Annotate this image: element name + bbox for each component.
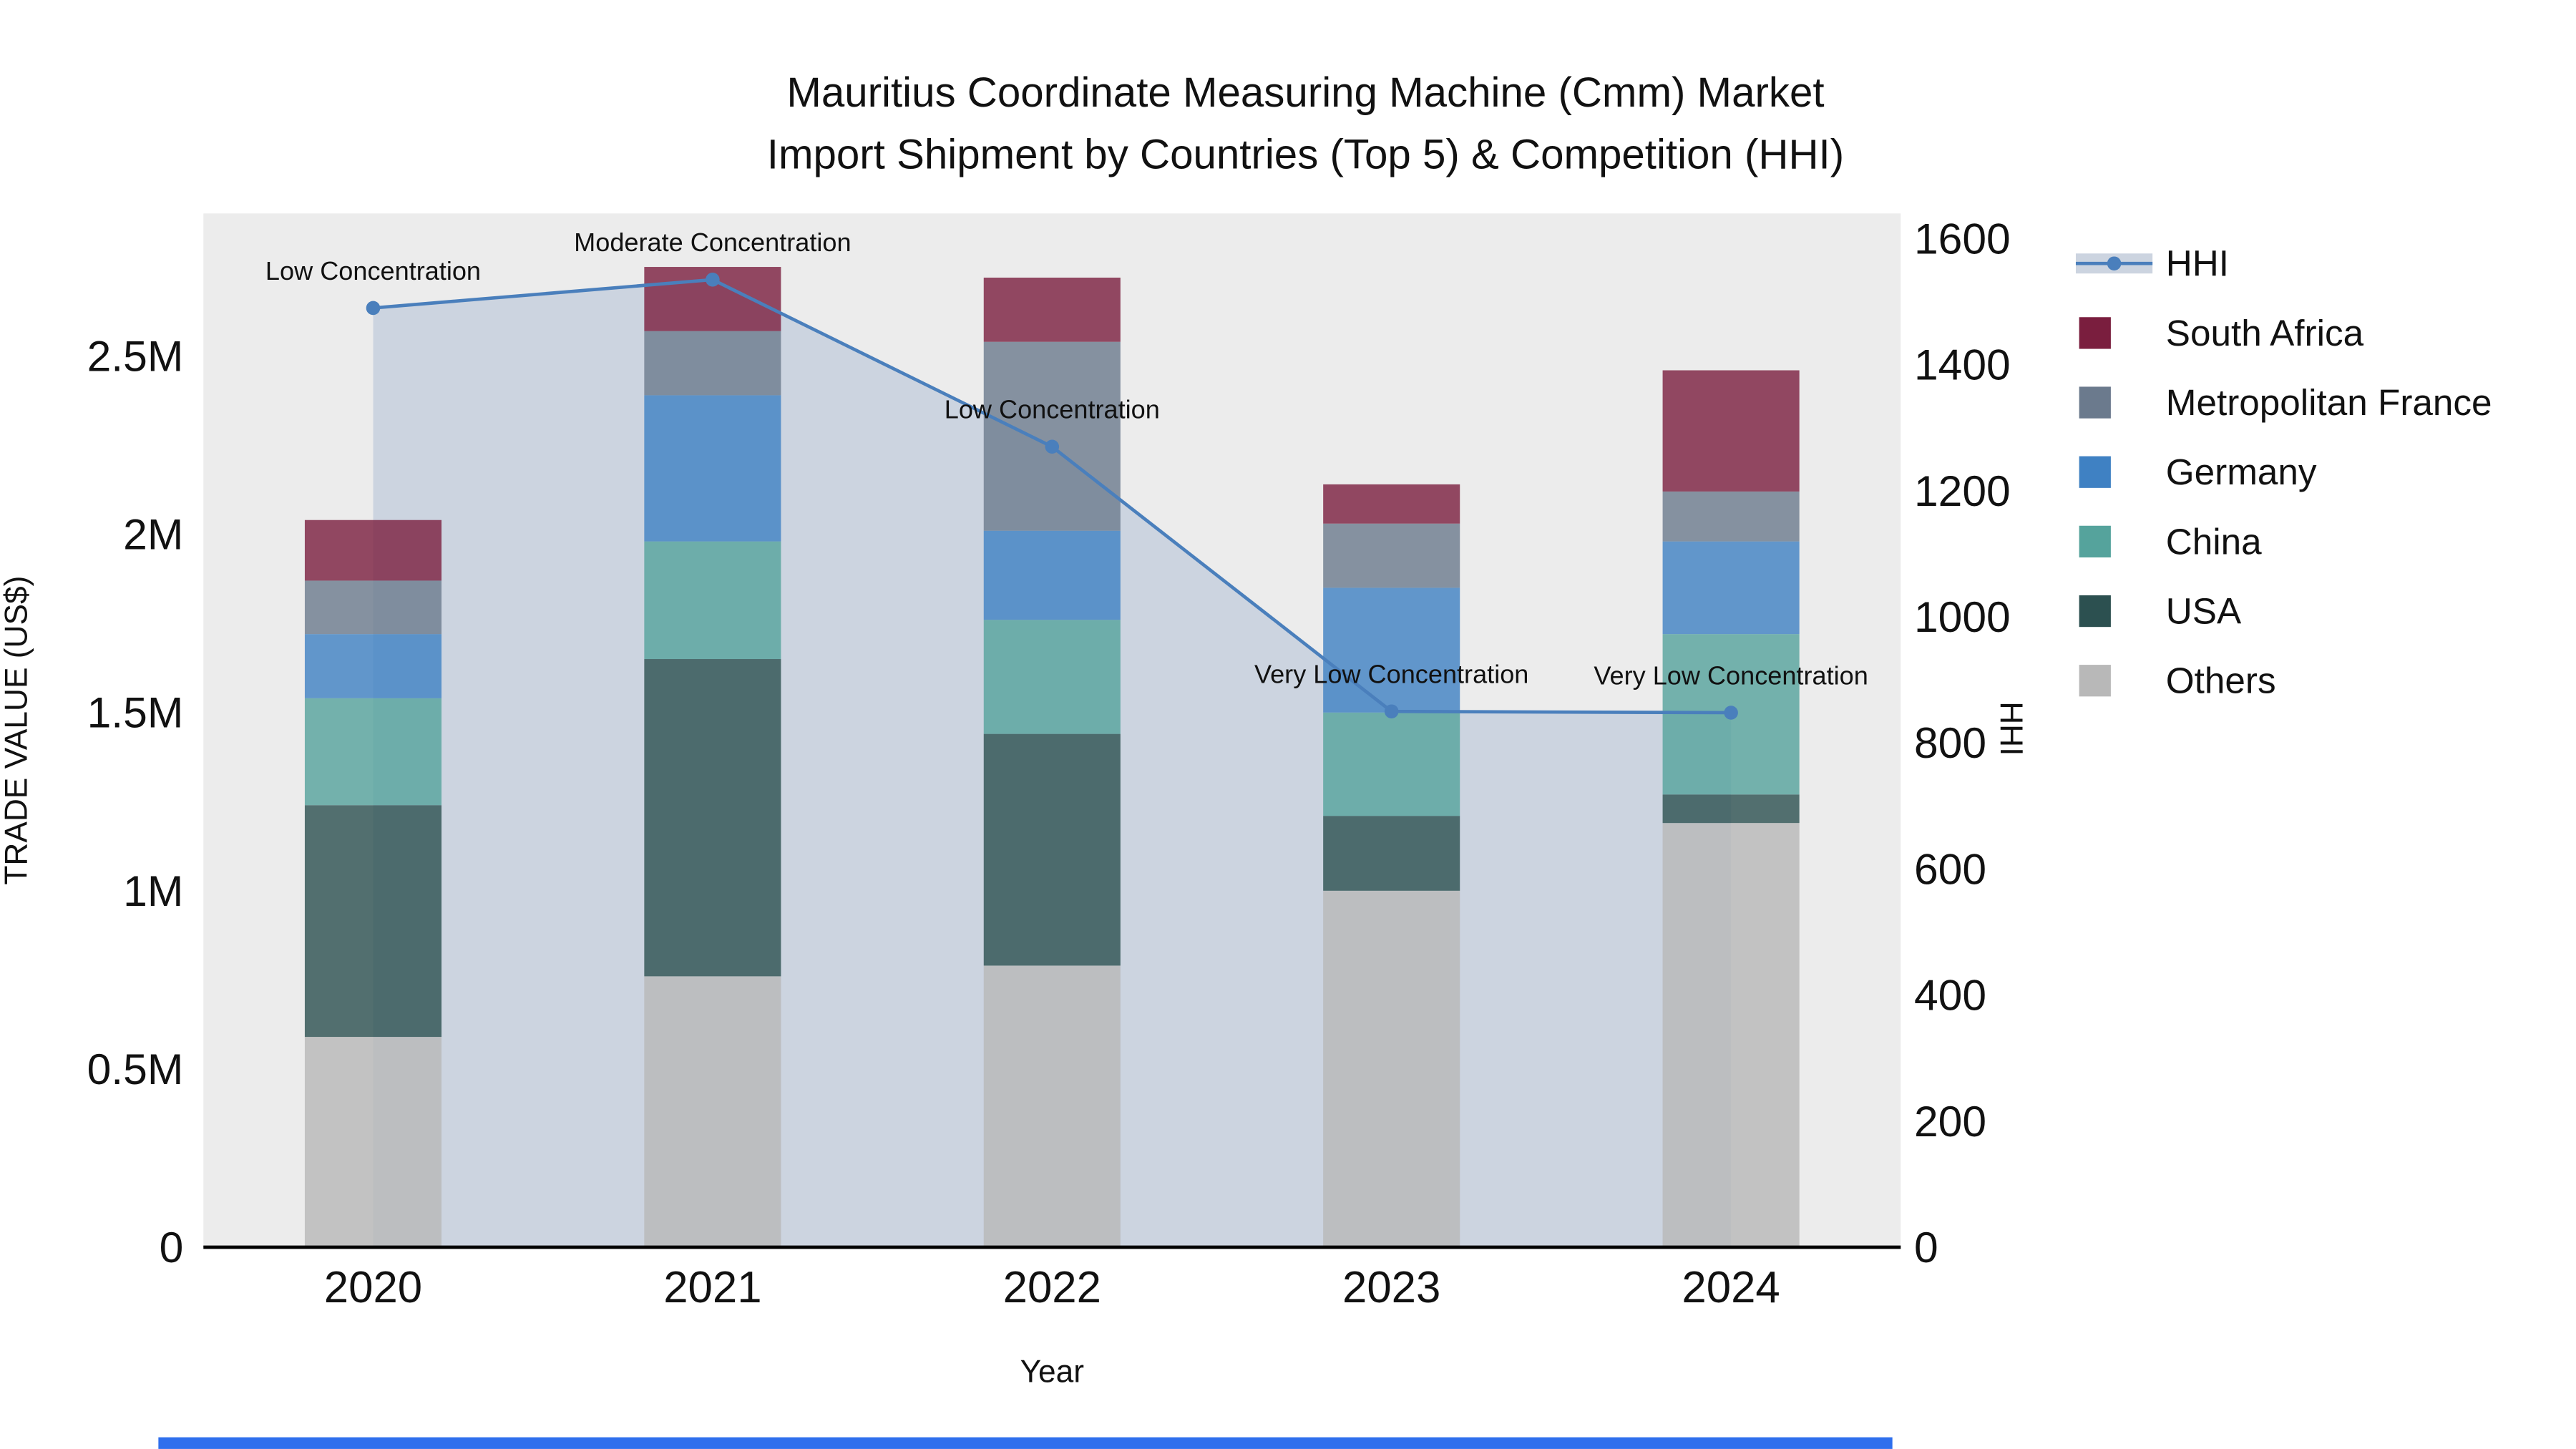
legend-label: HHI — [2166, 243, 2229, 284]
y-left-tick-label: 0 — [160, 1223, 184, 1272]
bar-segment-metropolitan-france-2020 — [304, 580, 442, 635]
bar-segment-metropolitan-france-2021 — [644, 331, 781, 396]
y-right-tick-label: 600 — [1914, 844, 1986, 893]
legend-swatch — [2079, 386, 2111, 419]
hhi-annotation: Moderate Concentration — [574, 228, 851, 257]
x-axis-title: Year — [1020, 1355, 1084, 1390]
legend-label: USA — [2166, 591, 2242, 632]
hhi-marker — [1724, 706, 1738, 720]
x-tick-label: 2020 — [324, 1263, 422, 1312]
legend-label: Others — [2166, 660, 2276, 701]
hhi-annotation: Low Concentration — [265, 256, 481, 286]
legend-label: China — [2166, 521, 2262, 562]
bar-segment-metropolitan-france-2024 — [1662, 491, 1800, 542]
y-right-tick-label: 0 — [1914, 1223, 1938, 1272]
chart-title-line1: Mauritius Coordinate Measuring Machine (… — [786, 69, 1824, 116]
bar-segment-others-2022 — [983, 965, 1121, 1247]
y-right-tick-label: 800 — [1914, 718, 1986, 767]
y-left-tick-label: 2M — [123, 510, 183, 559]
bar-segment-germany-2020 — [304, 634, 442, 698]
bar-segment-south-africa-2024 — [1662, 370, 1800, 492]
y-left-axis-title: TRADE VALUE (US$) — [0, 576, 34, 885]
legend-item-china[interactable]: China — [2079, 521, 2263, 562]
bar-segment-others-2020 — [304, 1037, 442, 1247]
bar-segment-germany-2021 — [644, 395, 781, 542]
bar-segment-south-africa-2022 — [983, 277, 1121, 342]
x-tick-label: 2022 — [1003, 1263, 1101, 1312]
hhi-annotation: Very Low Concentration — [1594, 660, 1868, 690]
bar-segment-germany-2024 — [1662, 541, 1800, 635]
hhi-marker — [1045, 439, 1060, 454]
bar-segment-south-africa-2020 — [304, 519, 442, 581]
legend-label: Metropolitan France — [2166, 382, 2492, 423]
legend-item-usa[interactable]: USA — [2079, 591, 2242, 632]
legend-item-hhi[interactable]: HHI — [2075, 243, 2229, 284]
bar-segment-south-africa-2023 — [1323, 484, 1460, 524]
legend-item-germany[interactable]: Germany — [2079, 452, 2317, 492]
bar-segment-china-2023 — [1323, 712, 1460, 816]
bar-segment-usa-2024 — [1662, 794, 1800, 824]
bar-segment-usa-2023 — [1323, 816, 1460, 891]
x-tick-label: 2021 — [663, 1263, 761, 1312]
y-left-tick-label: 1.5M — [87, 688, 184, 737]
y-right-tick-label: 1400 — [1914, 341, 2011, 389]
hhi-annotation: Very Low Concentration — [1254, 660, 1528, 689]
bar-segment-usa-2022 — [983, 733, 1121, 966]
x-tick-label: 2023 — [1342, 1263, 1440, 1312]
legend-swatch — [2079, 595, 2111, 628]
y-right-tick-label: 200 — [1914, 1097, 1986, 1146]
hhi-legend-marker — [2107, 256, 2122, 271]
legend-swatch — [2079, 665, 2111, 697]
legend-label: South Africa — [2166, 313, 2364, 353]
bar-segment-china-2020 — [304, 698, 442, 806]
hhi-marker — [1384, 704, 1399, 719]
bottom-blue-bar — [158, 1437, 1893, 1449]
bar-segment-usa-2021 — [644, 659, 781, 977]
legend-item-others[interactable]: Others — [2079, 660, 2276, 701]
legend-swatch — [2079, 525, 2111, 558]
bar-segment-metropolitan-france-2023 — [1323, 523, 1460, 588]
y-right-tick-label: 1000 — [1914, 592, 2011, 641]
bar-segment-germany-2023 — [1323, 587, 1460, 713]
bar-segment-metropolitan-france-2022 — [983, 341, 1121, 531]
legend-swatch — [2079, 317, 2111, 349]
legend-label: Germany — [2166, 452, 2317, 492]
y-right-tick-label: 1200 — [1914, 467, 2011, 515]
legend-item-metropolitan-france[interactable]: Metropolitan France — [2079, 382, 2492, 423]
legend: HHI South Africa Metropolitan France German… — [2075, 243, 2492, 701]
legend-item-south-africa[interactable]: South Africa — [2079, 313, 2364, 353]
y-left-tick-label: 0.5M — [87, 1045, 184, 1093]
bar-segment-china-2021 — [644, 541, 781, 660]
bar-segment-others-2023 — [1323, 890, 1460, 1247]
bar-segment-others-2021 — [644, 976, 781, 1247]
y-right-tick-label: 1600 — [1914, 215, 2011, 263]
bar-segment-usa-2020 — [304, 805, 442, 1038]
y-left-tick-label: 1M — [123, 867, 183, 915]
hhi-annotation: Low Concentration — [945, 395, 1160, 424]
bar-segment-others-2024 — [1662, 823, 1800, 1247]
y-right-axis-title: HHI — [1994, 701, 2029, 756]
hhi-marker — [366, 301, 381, 316]
y-right-tick-label: 400 — [1914, 971, 1986, 1020]
bar-segment-germany-2022 — [983, 530, 1121, 620]
y-left-tick-label: 2.5M — [87, 332, 184, 381]
hhi-marker — [706, 273, 720, 287]
x-tick-label: 2024 — [1682, 1263, 1780, 1312]
legend-swatch — [2079, 456, 2111, 488]
plot-area: 0 0.5M 1M 1.5M 2M 2.5M 0 200 400 600 800 1000 1200 14… — [87, 213, 2011, 1312]
chart-title-line2: Import Shipment by Countries (Top 5) & C… — [767, 131, 1844, 177]
bar-segment-china-2022 — [983, 620, 1121, 734]
